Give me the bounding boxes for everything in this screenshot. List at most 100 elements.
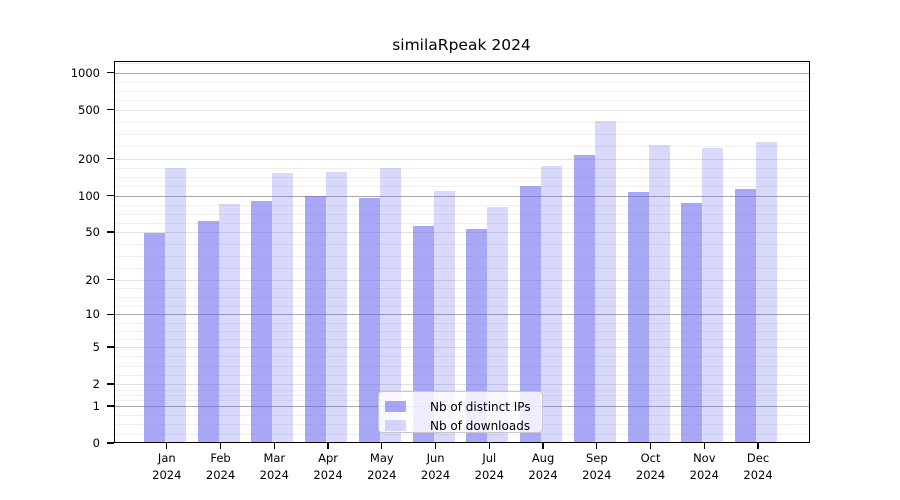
gridline-50	[113, 232, 810, 234]
y-tick-label-20: 20	[85, 272, 100, 287]
x-tick-label-dec: Dec 2024	[743, 451, 773, 482]
x-tick-label-jul: Jul 2024	[474, 451, 504, 482]
y-tick-100	[106, 194, 114, 197]
plot-area	[113, 61, 810, 443]
bar-downloads-feb	[218, 204, 240, 443]
x-tick-jan	[166, 443, 168, 449]
minor-gridline	[113, 374, 810, 376]
gridline-200	[113, 158, 810, 160]
minor-gridline	[113, 91, 810, 93]
y-tick-label-500: 500	[78, 102, 100, 117]
chart-title: similaRpeak 2024	[392, 36, 531, 54]
bar-distinct-ips-may	[358, 198, 380, 443]
y-tick-label-1000: 1000	[70, 65, 100, 80]
bar-downloads-may	[379, 167, 401, 443]
bar-distinct-ips-dec	[735, 189, 757, 443]
minor-gridline	[113, 267, 810, 269]
gridline-5	[113, 346, 810, 348]
minor-gridline	[113, 330, 810, 332]
minor-gridline	[113, 356, 810, 358]
y-tick-50	[106, 231, 114, 233]
bar-downloads-sep	[594, 120, 616, 443]
legend-label-downloads: Nb of downloads	[430, 418, 531, 433]
bar-distinct-ips-jul	[466, 229, 488, 443]
bar-distinct-ips-oct	[627, 192, 649, 443]
minor-gridline	[113, 255, 810, 257]
y-tick-label-100: 100	[78, 188, 100, 203]
gridline-20	[113, 279, 810, 281]
x-tick-label-mar: Mar 2024	[259, 451, 289, 482]
bar-downloads-apr	[326, 172, 348, 443]
bar-downloads-oct	[648, 144, 670, 443]
y-tick-label-5: 5	[92, 339, 100, 354]
bar-downloads-mar	[272, 173, 294, 443]
gridline-500	[113, 109, 810, 111]
bar-downloads-aug	[541, 166, 563, 443]
x-tick-oct	[649, 443, 652, 449]
minor-gridline	[113, 121, 810, 123]
bar-distinct-ips-sep	[573, 154, 595, 443]
minor-gridline	[113, 322, 810, 324]
x-tick-dec	[757, 443, 759, 449]
legend-item-downloads: Nb of downloads	[385, 418, 542, 433]
minor-gridline	[113, 177, 810, 179]
bar-distinct-ips-mar	[251, 200, 273, 443]
legend: Nb of distinct IPs Nb of downloads	[378, 391, 543, 433]
y-tick-2	[106, 383, 114, 385]
y-tick-label-200: 200	[78, 151, 100, 166]
minor-gridline	[113, 365, 810, 367]
minor-gridline	[113, 186, 810, 188]
minor-gridline	[113, 204, 810, 206]
x-tick-label-nov: Nov 2024	[689, 451, 719, 482]
gridline-100	[113, 195, 810, 197]
x-tick-jul	[488, 443, 490, 449]
y-tick-label-0: 0	[92, 436, 100, 450]
gridline-2	[113, 384, 810, 386]
legend-item-distinct-ips: Nb of distinct IPs	[385, 399, 542, 414]
x-tick-aug	[542, 443, 544, 449]
x-tick-label-apr: Apr 2024	[313, 451, 343, 482]
y-tick-label-10: 10	[85, 307, 100, 322]
y-tick-1	[106, 405, 114, 407]
bar-distinct-ips-aug	[520, 185, 542, 443]
y-tick-20	[106, 279, 114, 281]
minor-gridline	[113, 389, 810, 391]
x-tick-label-oct: Oct 2024	[635, 451, 666, 482]
bar-downloads-dec	[756, 141, 778, 443]
minor-gridline	[113, 213, 810, 215]
bar-distinct-ips-jun	[412, 226, 434, 443]
minor-gridline	[113, 338, 810, 340]
y-tick-5	[106, 346, 114, 348]
minor-gridline	[113, 297, 810, 299]
x-tick-apr	[327, 443, 329, 449]
minor-gridline	[113, 146, 810, 148]
legend-swatch-downloads	[385, 420, 406, 431]
bar-downloads-nov	[702, 147, 724, 443]
legend-swatch-distinct-ips	[385, 401, 406, 412]
minor-gridline	[113, 433, 810, 435]
bar-downloads-jan	[164, 167, 186, 443]
x-tick-label-aug: Aug 2024	[528, 451, 558, 482]
minor-gridline	[113, 63, 810, 65]
x-tick-jun	[434, 443, 437, 449]
minor-gridline	[113, 288, 810, 290]
y-tick-0	[106, 442, 114, 444]
y-tick-label-50: 50	[85, 225, 100, 240]
x-tick-label-sep: Sep 2024	[582, 451, 612, 482]
minor-gridline	[113, 222, 810, 224]
minor-gridline	[113, 305, 810, 307]
y-tick-label-2: 2	[92, 377, 100, 392]
x-tick-sep	[596, 443, 598, 449]
x-tick-label-may: May 2024	[367, 451, 397, 482]
minor-gridline	[113, 167, 810, 169]
x-tick-mar	[273, 443, 275, 449]
x-tick-nov	[703, 443, 705, 449]
x-tick-label-jan: Jan 2024	[152, 451, 182, 482]
x-tick-feb	[219, 443, 222, 449]
minor-gridline	[113, 100, 810, 102]
y-tick-500	[106, 108, 114, 111]
y-tick-200	[106, 157, 114, 160]
gridline-10	[113, 314, 810, 316]
y-tick-10	[106, 313, 114, 316]
